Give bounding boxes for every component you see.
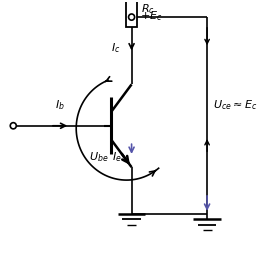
- Text: $+E_c$: $+E_c$: [140, 9, 163, 23]
- Text: $U_{be}$: $U_{be}$: [89, 150, 109, 164]
- Text: $I_e$: $I_e$: [112, 150, 122, 164]
- Bar: [126, 0, 137, 27]
- Text: $R_c$: $R_c$: [141, 2, 155, 16]
- Text: $I_b$: $I_b$: [55, 98, 65, 111]
- Text: $I_c$: $I_c$: [111, 41, 120, 55]
- Text: $U_{ce}$$\approx$$E_c$: $U_{ce}$$\approx$$E_c$: [213, 98, 257, 112]
